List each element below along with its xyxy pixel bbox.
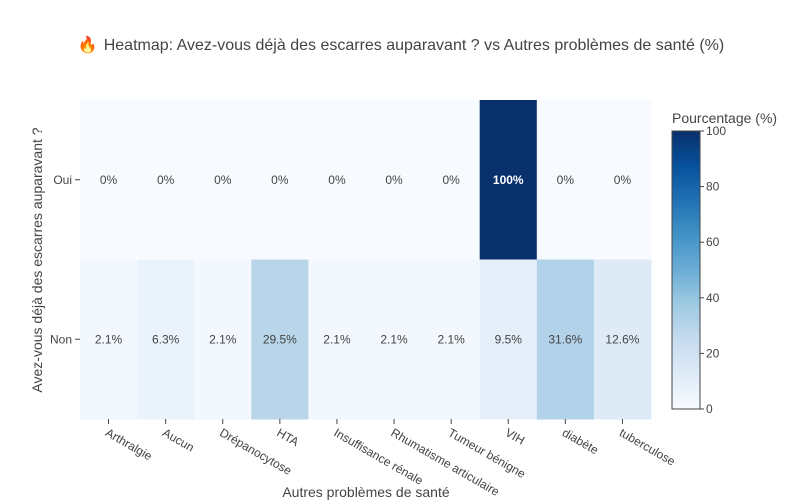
x-tick-label: diabète [560, 425, 601, 457]
colorbar: Pourcentage (%) 0 20 40 60 80 100 [671, 110, 777, 416]
heatmap-cell [479, 259, 538, 420]
cell-label: 0% [442, 173, 460, 187]
heatmap-cell [137, 259, 195, 420]
cell-label: 0% [614, 173, 632, 187]
cell-label: 2.1% [323, 332, 351, 346]
cell-label: 0% [385, 173, 403, 187]
heatmap-cell [479, 100, 538, 260]
colorbar-tick-label: 80 [706, 180, 720, 194]
heatmap-cell [80, 100, 138, 260]
colorbar-gradient [671, 130, 701, 410]
cell-label: 0% [100, 173, 118, 187]
colorbar-tick-label: 40 [706, 291, 720, 305]
colorbar-tick-label: 20 [706, 346, 720, 360]
y-axis-ticks: Oui Non [50, 173, 80, 346]
x-tick-label: Aucun [160, 425, 196, 454]
cell-label: 2.1% [209, 332, 237, 346]
cell-label: 0% [157, 173, 175, 187]
cell-label: 2.1% [437, 332, 465, 346]
heatmap-cell [194, 100, 252, 260]
x-tick-label: tuberculose [617, 425, 678, 468]
y-tick-label: Oui [53, 173, 72, 187]
heatmap-cell [536, 259, 595, 420]
colorbar-tick-label: 100 [706, 124, 726, 138]
x-tick-label: VIH [503, 425, 527, 447]
cell-label: 31.6% [548, 332, 582, 346]
x-tick-label: HTA [274, 425, 301, 449]
heatmap-cell [593, 259, 652, 420]
heatmap-cell [365, 259, 424, 420]
cell-label: 29.5% [263, 332, 297, 346]
chart-title: 🔥 Heatmap: Avez-vous déjà des escarres au… [78, 35, 724, 54]
heatmap-cell [80, 259, 138, 420]
fire-icon: 🔥 [78, 35, 98, 54]
heatmap-cell [365, 100, 424, 260]
cell-label: 0% [557, 173, 575, 187]
cell-label: 0% [214, 173, 232, 187]
heatmap-cell [422, 100, 481, 260]
heatmap-cell [137, 100, 195, 260]
cell-label: 12.6% [605, 332, 639, 346]
colorbar-tick-label: 60 [706, 235, 720, 249]
colorbar-title: Pourcentage (%) [672, 110, 777, 126]
cell-label: 2.1% [380, 332, 408, 346]
heatmap-cells [80, 100, 652, 420]
cell-label: 6.3% [152, 332, 180, 346]
x-axis-label: Autres problèmes de santé [282, 484, 450, 500]
cell-label: 0% [328, 173, 346, 187]
heatmap-cell [251, 100, 309, 260]
heatmap-cell [194, 259, 252, 420]
cell-label: 0% [271, 173, 289, 187]
heatmap-cell [308, 100, 366, 260]
heatmap-cell-labels: 0% 0% 0% 0% 0% 0% 0% 100% 0% 0% 2.1% 6.3% 2.1% 29.5% 2… [95, 173, 640, 347]
cell-label: 100% [493, 173, 524, 187]
y-tick-label: Non [50, 332, 72, 346]
y-axis-label: Avez-vous déjà des escarres auparavant ? [29, 127, 45, 392]
heatmap-cell [422, 259, 481, 420]
heatmap-cell [593, 100, 652, 260]
colorbar-tick-label: 0 [706, 402, 713, 416]
heatmap-cell [536, 100, 595, 260]
heatmap-cell [308, 259, 366, 420]
cell-label: 2.1% [95, 332, 123, 346]
heatmap-cell [251, 259, 309, 420]
x-tick-label: Arthralgie [103, 425, 155, 463]
colorbar-ticks: 0 20 40 60 80 100 [700, 124, 726, 416]
cell-label: 9.5% [495, 332, 523, 346]
